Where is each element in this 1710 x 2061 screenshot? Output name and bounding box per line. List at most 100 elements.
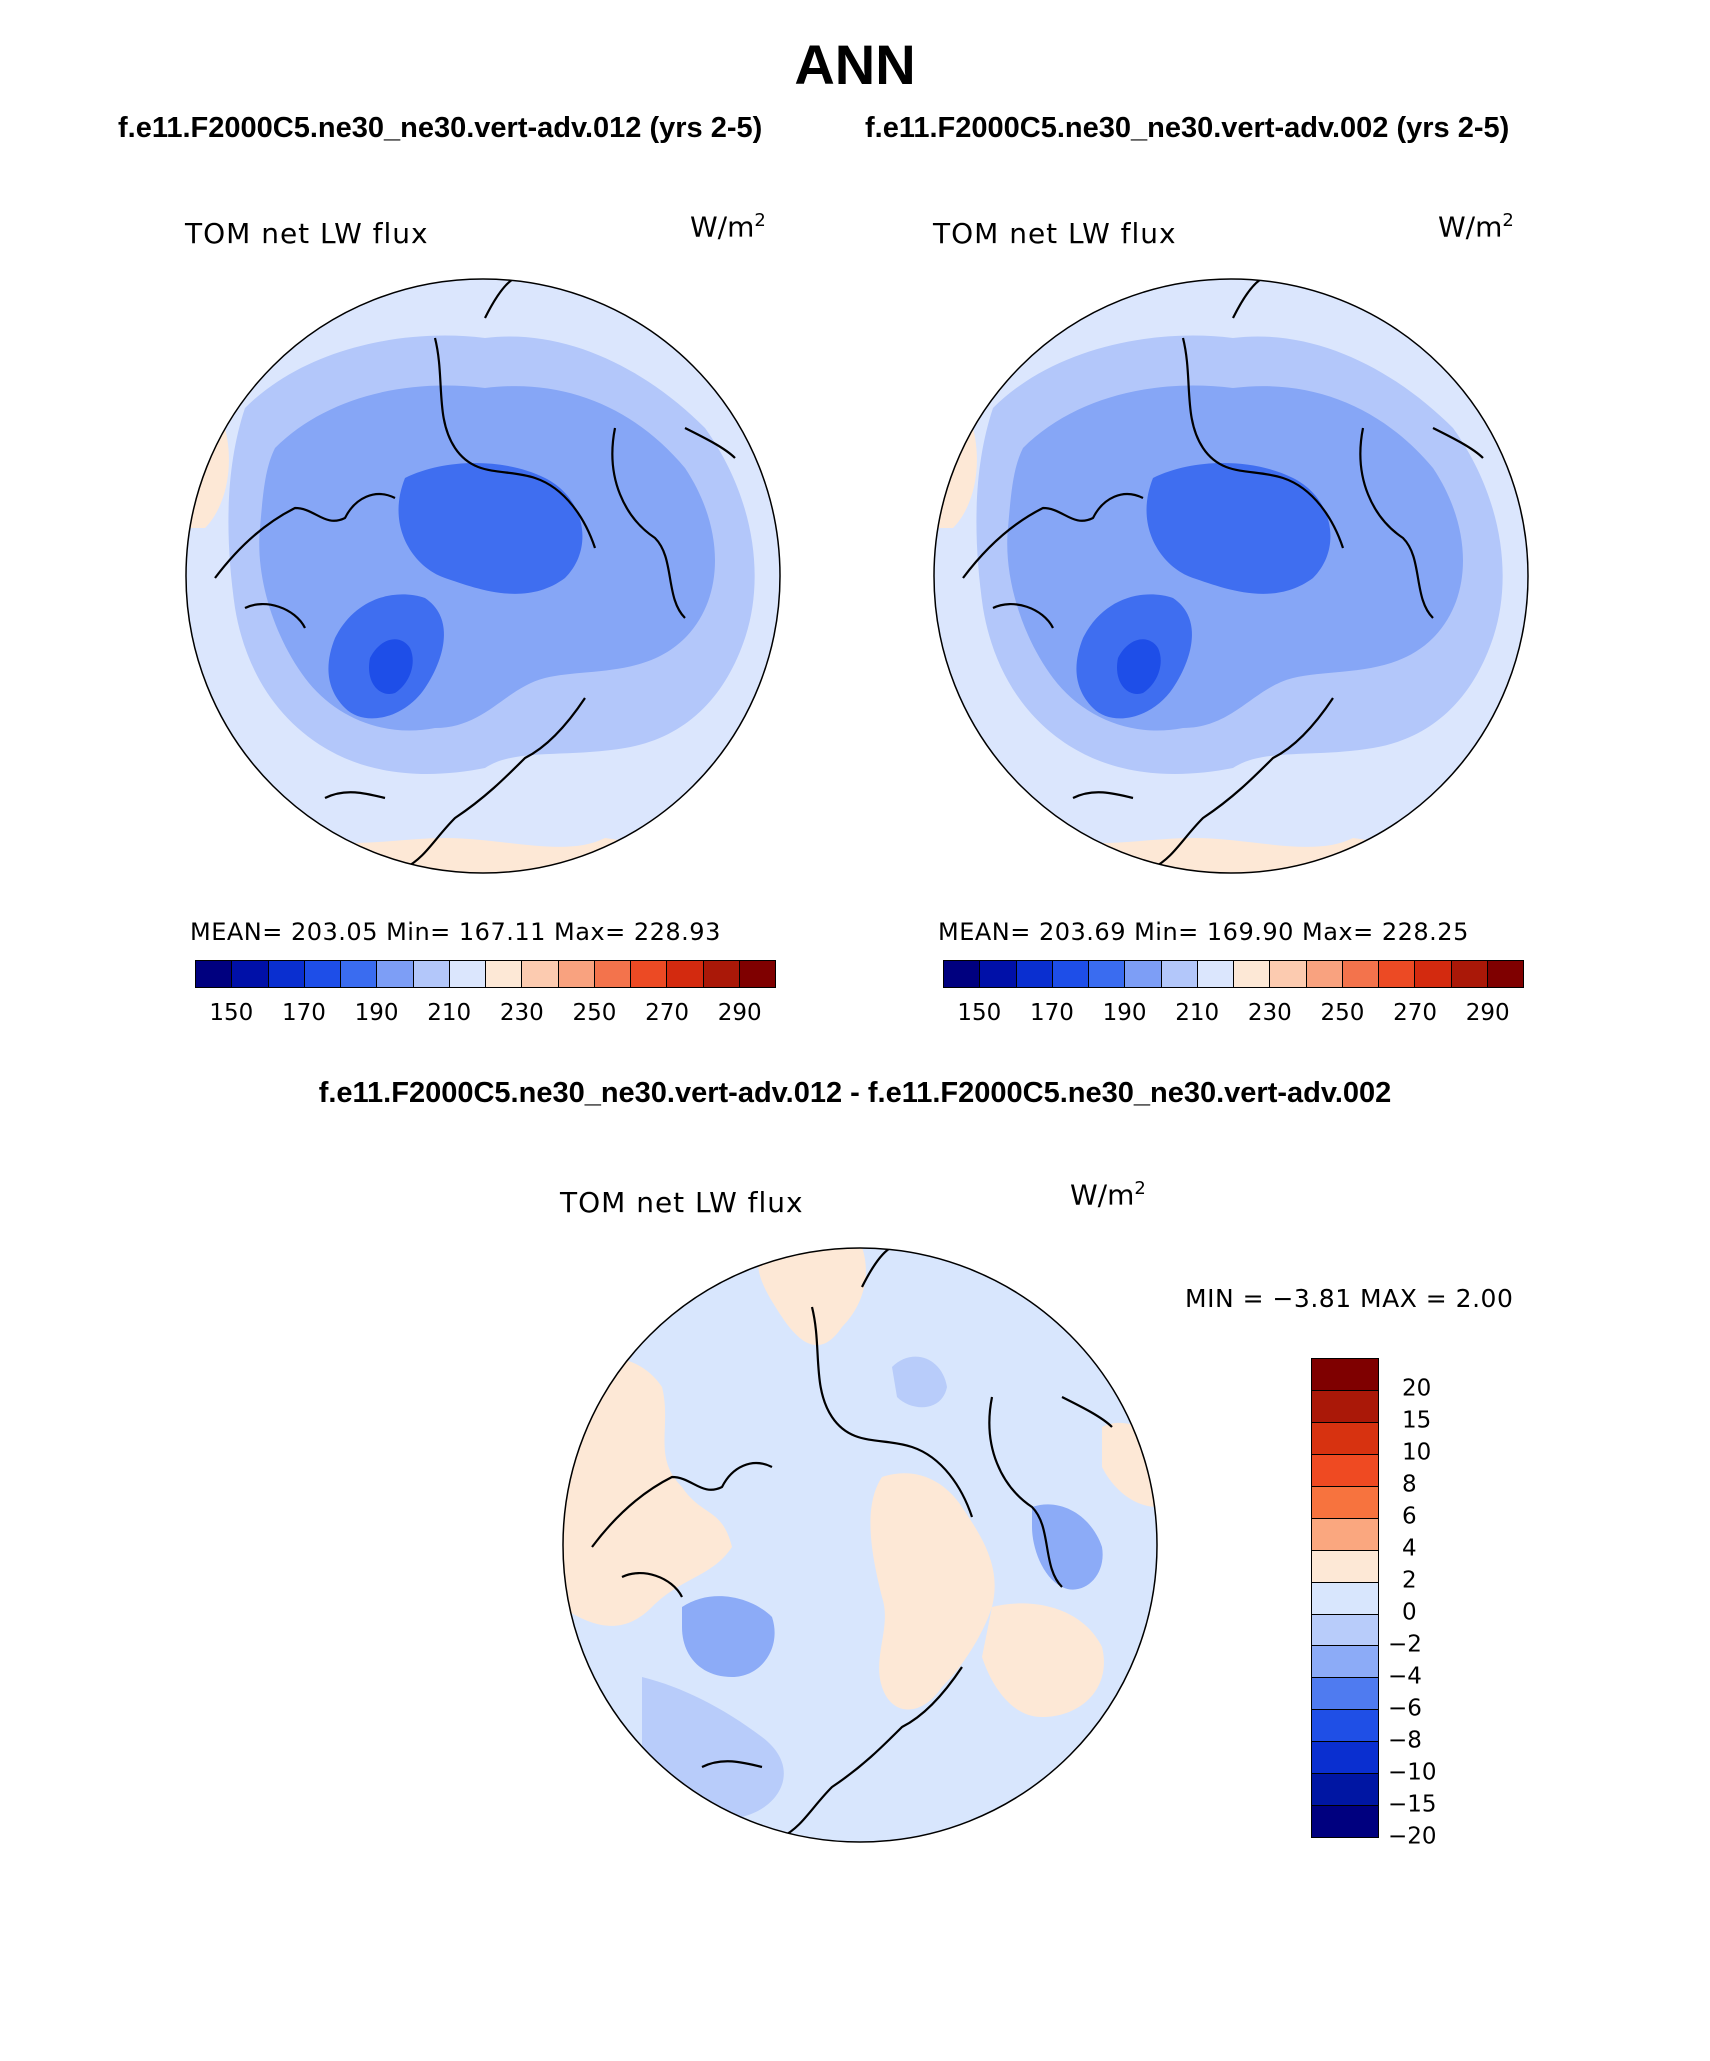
left-colorbar <box>195 960 776 988</box>
subtitle-diff: f.e11.F2000C5.ne30_ne30.vert-adv.012 - f… <box>318 1077 1392 1109</box>
left-colorbar-swatch-5 <box>377 961 414 987</box>
diff-colorbar-swatch-9 <box>1312 1646 1378 1679</box>
diff-colorbar-tick-label: 15 <box>1402 1407 1432 1434</box>
diff-colorbar-tick-label: −4 <box>1388 1663 1422 1690</box>
left-colorbar-tick-label: 170 <box>281 1000 326 1026</box>
left-colorbar-swatch-0 <box>196 961 233 987</box>
right-polar-map <box>933 278 1529 874</box>
left-colorbar-tick-label: 290 <box>717 1000 762 1026</box>
diff-colorbar-tick-label: 6 <box>1402 1503 1417 1530</box>
left-colorbar-tick-label: 270 <box>645 1000 690 1026</box>
right-colorbar-swatch-1 <box>980 961 1017 987</box>
diff-colorbar-swatch-6 <box>1312 1550 1378 1583</box>
left-colorbar-ticks: 150 170 190 210 230 250 270 290 <box>195 1000 776 1030</box>
left-colorbar-tick-label: 250 <box>572 1000 617 1026</box>
right-colorbar-swatch-7 <box>1197 961 1234 987</box>
diff-colorbar-tick-label: −20 <box>1388 1823 1437 1850</box>
left-colorbar-swatch-7 <box>449 961 486 987</box>
left-colorbar-tick-label: 150 <box>209 1000 254 1026</box>
right-colorbar-swatch-11 <box>1342 961 1379 987</box>
diff-colorbar-swatch-13 <box>1312 1774 1378 1807</box>
right-colorbar-swatch-2 <box>1016 961 1053 987</box>
diff-colorbar-tick-label: 4 <box>1402 1535 1417 1562</box>
diff-colorbar-tick-label: 10 <box>1402 1439 1432 1466</box>
diff-colorbar-swatch-12 <box>1312 1742 1378 1775</box>
diff-polar-map <box>562 1247 1158 1843</box>
diff-stats: MIN = −3.81 MAX = 2.00 <box>1185 1284 1514 1313</box>
right-colorbar-tick-label: 170 <box>1029 1000 1074 1026</box>
right-colorbar-swatch-13 <box>1415 961 1452 987</box>
left-colorbar-swatch-12 <box>631 961 668 987</box>
right-colorbar-swatch-4 <box>1089 961 1126 987</box>
left-variable-label: TOM net LW flux <box>185 217 429 250</box>
diff-colorbar-tick-label: −8 <box>1388 1727 1422 1754</box>
right-colorbar-tick-label: 210 <box>1175 1000 1220 1026</box>
right-colorbar-swatch-14 <box>1451 961 1488 987</box>
diff-colorbar-swatch-7 <box>1312 1582 1378 1615</box>
left-colorbar-tick-label: 230 <box>499 1000 544 1026</box>
right-colorbar-swatch-8 <box>1234 961 1271 987</box>
diff-colorbar-tick-label: 0 <box>1402 1599 1417 1626</box>
right-units: W/m2 <box>1438 210 1514 244</box>
diff-colorbar-tick-label: −2 <box>1388 1631 1422 1658</box>
right-colorbar-swatch-15 <box>1487 961 1523 987</box>
diff-colorbar-swatch-0 <box>1312 1359 1378 1391</box>
right-colorbar-swatch-0 <box>944 961 981 987</box>
diff-colorbar-tick-label: −10 <box>1388 1759 1437 1786</box>
left-colorbar-swatch-9 <box>522 961 559 987</box>
left-colorbar-swatch-10 <box>558 961 595 987</box>
right-colorbar-tick-label: 230 <box>1247 1000 1292 1026</box>
left-colorbar-swatch-1 <box>232 961 269 987</box>
right-variable-label: TOM net LW flux <box>933 217 1177 250</box>
right-colorbar-swatch-5 <box>1125 961 1162 987</box>
diff-colorbar <box>1311 1358 1379 1838</box>
left-colorbar-swatch-4 <box>341 961 378 987</box>
right-colorbar-tick-label: 270 <box>1393 1000 1438 1026</box>
diff-colorbar-tick-label: −15 <box>1388 1791 1437 1818</box>
left-colorbar-swatch-11 <box>594 961 631 987</box>
diff-colorbar-tick-label: 20 <box>1402 1375 1432 1402</box>
subtitle-case-a: f.e11.F2000C5.ne30_ne30.vert-adv.012 (yr… <box>118 112 763 144</box>
diff-colorbar-swatch-1 <box>1312 1390 1378 1423</box>
right-colorbar <box>943 960 1524 988</box>
right-colorbar-tick-label: 190 <box>1102 1000 1147 1026</box>
right-colorbar-swatch-10 <box>1306 961 1343 987</box>
left-polar-map <box>185 278 781 874</box>
diff-variable-label: TOM net LW flux <box>560 1186 804 1219</box>
diff-colorbar-tick-label: 8 <box>1402 1471 1417 1498</box>
left-units: W/m2 <box>690 210 766 244</box>
diff-colorbar-swatch-2 <box>1312 1422 1378 1455</box>
subtitle-case-b: f.e11.F2000C5.ne30_ne30.vert-adv.002 (yr… <box>865 112 1510 144</box>
diff-colorbar-tick-label: 2 <box>1402 1567 1417 1594</box>
left-colorbar-swatch-14 <box>703 961 740 987</box>
right-colorbar-tick-label: 250 <box>1320 1000 1365 1026</box>
left-colorbar-swatch-2 <box>268 961 305 987</box>
left-stats: MEAN= 203.05 Min= 167.11 Max= 228.93 <box>190 918 721 946</box>
right-colorbar-swatch-3 <box>1052 961 1089 987</box>
diff-colorbar-swatch-3 <box>1312 1454 1378 1487</box>
left-colorbar-swatch-15 <box>739 961 775 987</box>
right-colorbar-tick-label: 150 <box>957 1000 1002 1026</box>
left-colorbar-swatch-13 <box>667 961 704 987</box>
diff-colorbar-swatch-5 <box>1312 1518 1378 1551</box>
left-colorbar-swatch-6 <box>413 961 450 987</box>
diff-colorbar-swatch-11 <box>1312 1710 1378 1743</box>
right-colorbar-swatch-6 <box>1161 961 1198 987</box>
diff-colorbar-ticks: 20 15 10 8 6 4 2 0 −2 −4 −6 −8 −10 −15 −20 <box>1388 1358 1468 1850</box>
left-colorbar-tick-label: 190 <box>354 1000 399 1026</box>
right-colorbar-ticks: 150 170 190 210 230 250 270 290 <box>943 1000 1524 1030</box>
diff-colorbar-tick-label: −6 <box>1388 1695 1422 1722</box>
left-colorbar-tick-label: 210 <box>427 1000 472 1026</box>
diff-colorbar-swatch-14 <box>1312 1806 1378 1838</box>
diff-units: W/m2 <box>1070 1178 1146 1212</box>
right-colorbar-tick-label: 290 <box>1465 1000 1510 1026</box>
right-stats: MEAN= 203.69 Min= 169.90 Max= 228.25 <box>938 918 1469 946</box>
right-colorbar-swatch-12 <box>1379 961 1416 987</box>
diff-colorbar-swatch-4 <box>1312 1486 1378 1519</box>
left-colorbar-swatch-3 <box>304 961 341 987</box>
right-colorbar-swatch-9 <box>1270 961 1307 987</box>
page-title: ANN <box>794 33 916 96</box>
diff-colorbar-swatch-10 <box>1312 1678 1378 1711</box>
diff-colorbar-swatch-8 <box>1312 1614 1378 1647</box>
left-colorbar-swatch-8 <box>486 961 523 987</box>
